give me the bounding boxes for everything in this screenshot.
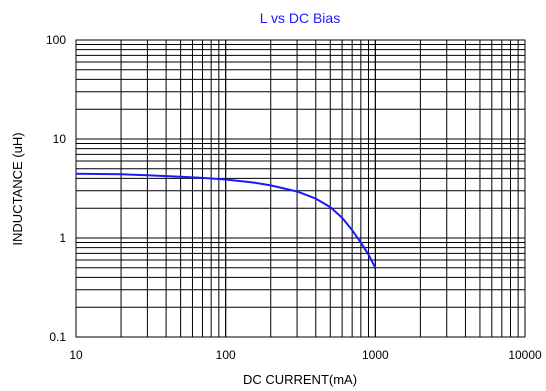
y-tick-label: 100	[46, 33, 66, 47]
x-tick-label: 100	[216, 348, 236, 362]
x-tick-labels: 10 100 1000 10000	[69, 348, 542, 362]
grid	[75, 39, 526, 338]
y-tick-labels: 0.1 1 10 100	[46, 33, 66, 344]
y-axis-title: INDUCTANCE (uH)	[10, 132, 25, 245]
x-tick-label: 10000	[508, 348, 542, 362]
x-tick-label: 10	[69, 348, 83, 362]
x-tick-label: 1000	[362, 348, 389, 362]
x-axis-title: DC CURRENT(mA)	[243, 372, 357, 387]
series-layer	[75, 172, 377, 269]
y-tick-label: 1	[59, 231, 66, 245]
chart-title: L vs DC Bias	[260, 10, 340, 26]
plot-frame	[75, 39, 526, 338]
series-line	[75, 172, 377, 269]
y-tick-label: 0.1	[49, 330, 66, 344]
y-tick-label: 10	[53, 132, 67, 146]
